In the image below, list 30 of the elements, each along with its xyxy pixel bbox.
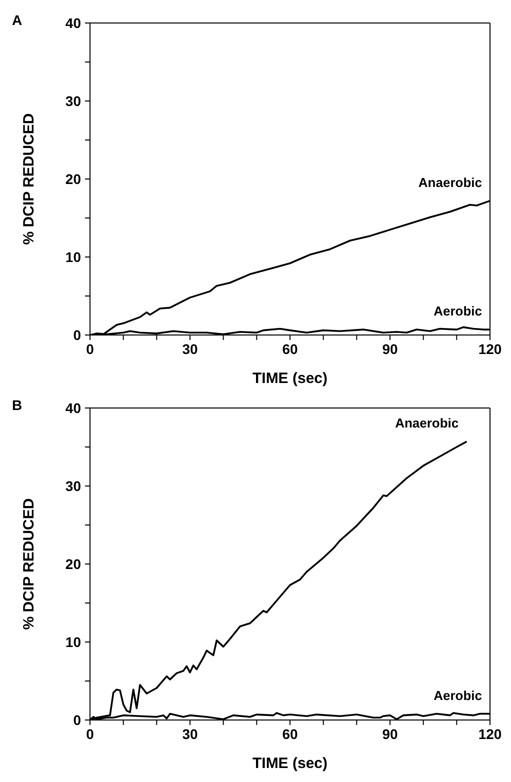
x-tick-label: 90 bbox=[382, 726, 398, 742]
y-axis-title: % DCIP REDUCED bbox=[20, 113, 38, 245]
series-label: Anaerobic bbox=[395, 416, 459, 431]
x-axis-title: TIME (sec) bbox=[252, 755, 328, 772]
y-tick-label: 20 bbox=[65, 556, 82, 572]
x-tick-label: 30 bbox=[182, 340, 198, 357]
y-tick-label: 10 bbox=[65, 248, 82, 265]
x-tick-label: 60 bbox=[282, 340, 298, 357]
x-tick-label: 0 bbox=[86, 340, 94, 357]
y-tick-label: 30 bbox=[65, 478, 82, 494]
x-tick-label: 30 bbox=[182, 726, 198, 742]
x-tick-label: 0 bbox=[86, 726, 94, 742]
y-tick-label: 0 bbox=[73, 712, 82, 728]
series-label: Anaerobic bbox=[418, 174, 482, 190]
x-tick-label: 90 bbox=[382, 340, 398, 357]
series-label: Aerobic bbox=[434, 688, 482, 703]
x-tick-label: 120 bbox=[478, 726, 502, 742]
x-tick-label: 120 bbox=[478, 340, 502, 357]
y-tick-label: 30 bbox=[65, 92, 82, 109]
series-label: Aerobic bbox=[434, 304, 482, 319]
y-tick-label: 10 bbox=[65, 634, 82, 650]
chart-title: A bbox=[12, 12, 22, 28]
x-tick-label: 60 bbox=[282, 726, 298, 742]
y-tick-label: 20 bbox=[65, 170, 82, 187]
x-axis-title: TIME (sec) bbox=[252, 370, 328, 387]
y-axis-title: % DCIP REDUCED bbox=[20, 498, 38, 630]
chart-title: B bbox=[12, 397, 22, 413]
y-tick-label: 40 bbox=[65, 400, 82, 416]
y-tick-label: 0 bbox=[73, 326, 82, 343]
y-tick-label: 40 bbox=[65, 14, 82, 31]
